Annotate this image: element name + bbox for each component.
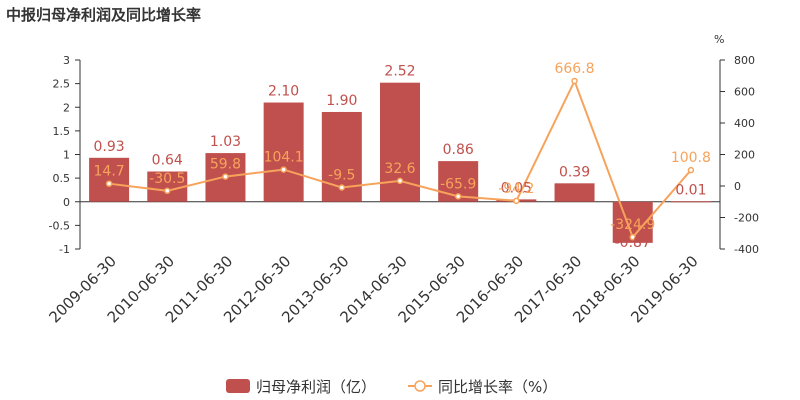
line-value-label: -94.2 xyxy=(498,181,534,197)
y-left-tick-label: 0.5 xyxy=(53,172,71,185)
line-point[interactable] xyxy=(454,193,462,200)
line-value-label: 666.8 xyxy=(554,61,594,77)
line-value-label: 32.6 xyxy=(384,161,415,177)
bar[interactable] xyxy=(263,102,304,202)
y-left-tick-label: 2.5 xyxy=(53,78,71,91)
y-right-unit-label: % xyxy=(714,33,724,46)
legend-bar-swatch[interactable] xyxy=(226,379,250,393)
line-point[interactable] xyxy=(513,197,520,205)
legend-bar-label[interactable]: 归母净利润（亿） xyxy=(256,378,376,396)
bar-value-label: 2.52 xyxy=(384,64,415,80)
line-value-label: -324.9 xyxy=(610,217,655,233)
y-left-tick-label: 3 xyxy=(63,54,70,67)
legend[interactable]: 归母净利润（亿） 同比增长率（%） xyxy=(226,378,557,396)
legend-line-label[interactable]: 同比增长率（%） xyxy=(438,378,557,396)
y-left-tick-label: 0 xyxy=(63,196,70,209)
line-series xyxy=(105,77,695,241)
y-left-tick-label: -0.5 xyxy=(49,219,70,232)
line-value-label: -65.9 xyxy=(440,176,476,192)
bar-value-label: 0.93 xyxy=(94,139,125,155)
y-right-tick-label: -400 xyxy=(734,243,759,256)
y-left-tick-label: -1 xyxy=(59,243,70,256)
bar-value-label: 1.90 xyxy=(326,93,357,109)
y-right-tick-label: 200 xyxy=(734,149,755,162)
line-point[interactable] xyxy=(164,187,171,195)
y-right-tick-label: 400 xyxy=(734,117,755,130)
bar-value-label: 1.03 xyxy=(210,134,241,150)
bar-value-label: 0.39 xyxy=(559,164,590,180)
line-point[interactable] xyxy=(222,173,229,180)
bar-value-label: 0.01 xyxy=(675,182,706,198)
y-left-tick-label: 1 xyxy=(63,149,70,162)
bar-value-label: -0.87 xyxy=(615,235,651,251)
line-value-label: 104.1 xyxy=(264,150,304,166)
line-value-label: 100.8 xyxy=(671,150,711,166)
y-right-tick-label: 800 xyxy=(734,54,755,67)
y-left-tick-label: 2 xyxy=(63,101,70,114)
line-point[interactable] xyxy=(396,177,404,185)
bar[interactable] xyxy=(670,201,711,203)
line-value-label: 59.8 xyxy=(210,157,241,173)
bar-value-label: 0.05 xyxy=(501,180,532,196)
bar-value-label: 0.64 xyxy=(152,153,183,169)
y-left-tick-label: 1.5 xyxy=(53,125,71,138)
bar-value-label: 0.86 xyxy=(443,142,474,158)
data-labels: 0.93 0.64 1.03 2.10 1.90 2.52 0.86 0.05 0.39 -0.8… xyxy=(94,61,711,251)
line-point[interactable] xyxy=(280,166,287,173)
bar[interactable] xyxy=(89,157,130,202)
line-point[interactable] xyxy=(687,166,695,174)
bar-value-label: 2.10 xyxy=(268,84,299,100)
line-value-label: 14.7 xyxy=(94,164,125,180)
chart-title: 中报归母净利润及同比增长率 xyxy=(6,6,202,24)
line-value-label: -30.5 xyxy=(149,171,185,187)
line-point[interactable] xyxy=(571,77,578,85)
line-point[interactable] xyxy=(338,184,346,191)
bar[interactable] xyxy=(554,183,595,202)
line-point[interactable] xyxy=(105,180,113,187)
y-right-tick-label: -200 xyxy=(734,212,759,225)
line-point[interactable] xyxy=(629,233,636,241)
legend-line-marker xyxy=(414,380,426,392)
y-right-tick-label: 0 xyxy=(734,180,741,193)
line-value-label: -9.5 xyxy=(328,167,355,183)
y-right-tick-label: 600 xyxy=(734,86,755,99)
